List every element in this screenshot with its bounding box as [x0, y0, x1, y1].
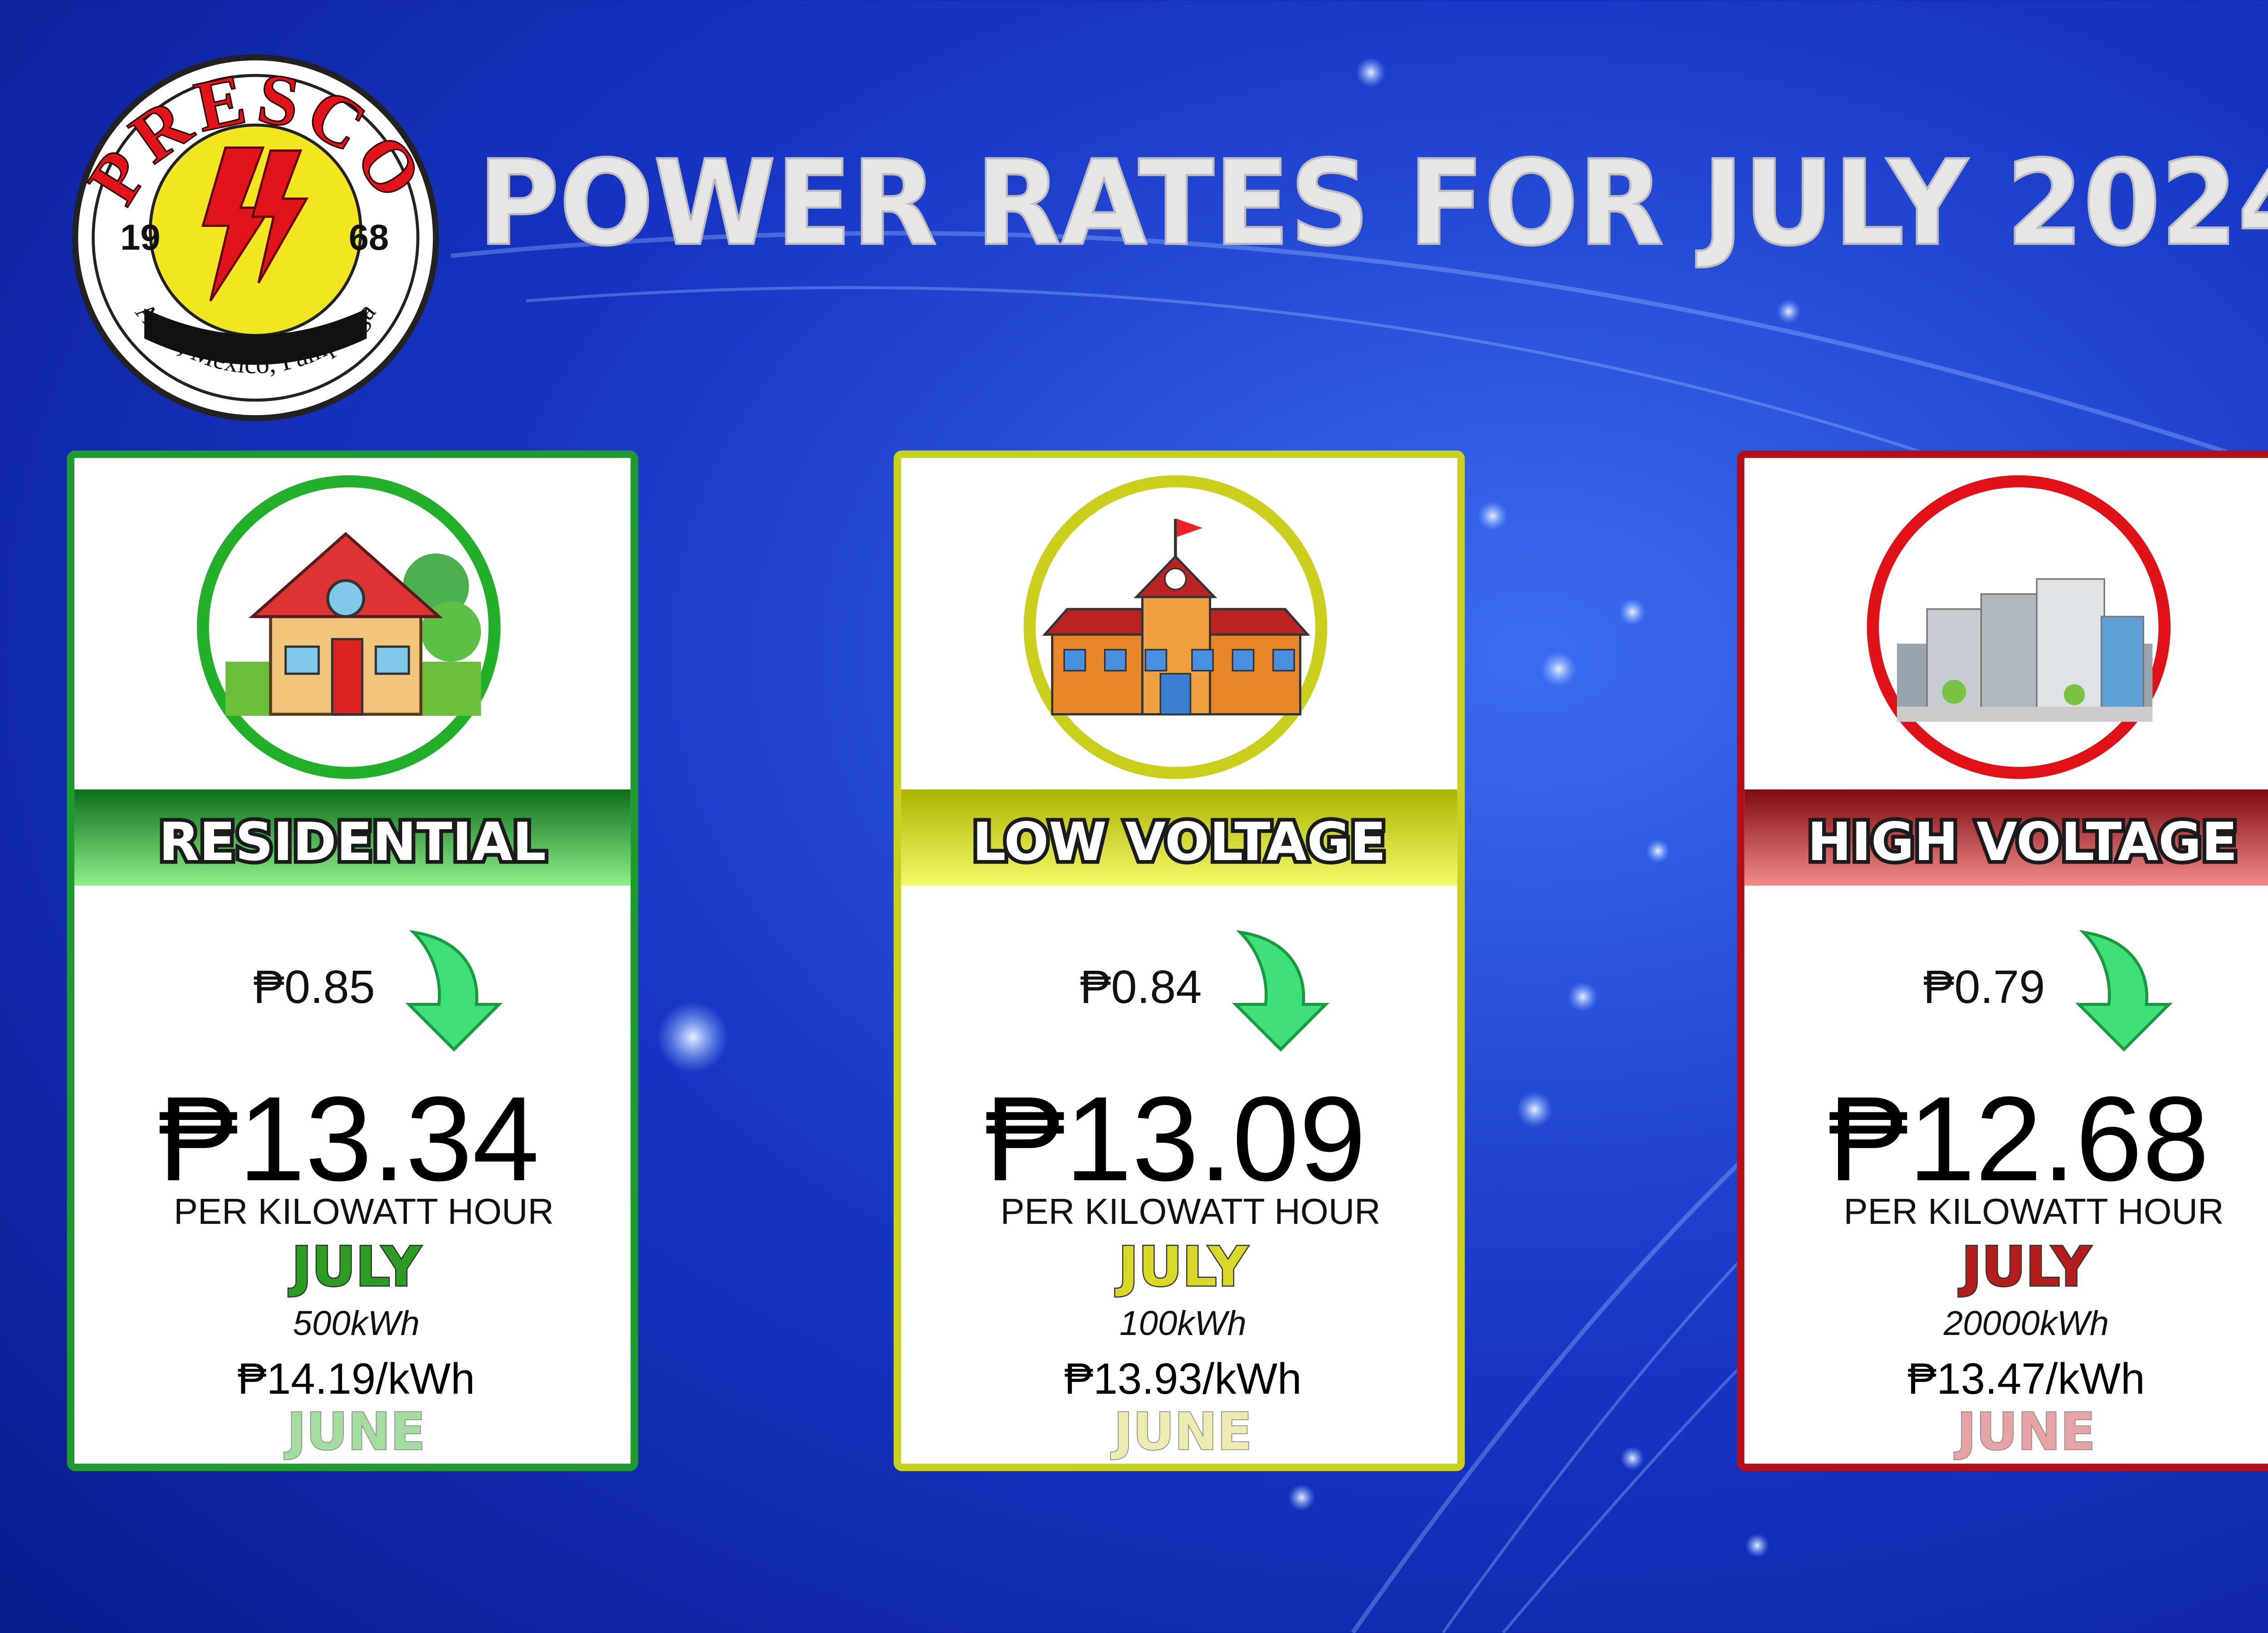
category-label: RESIDENTIAL — [159, 812, 546, 873]
decrease-amount: ₱0.84 — [1080, 961, 1202, 1013]
logo: PRESCO 19 68 Anao, Mexico, Pampanga — [72, 54, 439, 421]
logo-year-right: 68 — [349, 217, 389, 258]
down-arrow — [2075, 930, 2173, 1052]
category-band — [901, 789, 1457, 886]
logo-year-left: 19 — [120, 217, 160, 258]
down-arrow — [1232, 930, 1330, 1052]
icon-part — [1063, 649, 1086, 672]
current-month: JULY — [288, 1236, 422, 1299]
icon-part — [2063, 684, 2085, 705]
card-frame — [67, 450, 638, 1472]
rate: ₱12.68 — [1828, 1072, 2209, 1206]
icon-part — [331, 638, 364, 716]
category-icon — [1042, 518, 1310, 716]
rate-unit: PER KILOWATT HOUR — [174, 1191, 554, 1232]
icon-part — [1104, 649, 1127, 672]
previous-rate: ₱13.93/kWh — [1064, 1354, 1301, 1403]
rate: ₱13.34 — [158, 1072, 539, 1206]
icon-part — [1159, 673, 1192, 715]
icon-part — [1144, 649, 1168, 672]
previous-month: JUNE — [284, 1402, 425, 1462]
consumption: 100kWh — [1119, 1304, 1246, 1343]
icon-part — [1897, 707, 2153, 722]
rate: ₱13.09 — [985, 1072, 1366, 1206]
icon-part — [1164, 567, 1187, 591]
rate-unit: PER KILOWATT HOUR — [1844, 1191, 2224, 1232]
decrease-amount: ₱0.79 — [1923, 961, 2045, 1013]
consumption: 500kWh — [293, 1304, 420, 1343]
category-label: HIGH VOLTAGE — [1808, 812, 2238, 873]
icon-part — [284, 645, 320, 675]
title: POWER RATES FOR JULY 2024 — [478, 135, 2268, 271]
current-month: JULY — [1958, 1236, 2092, 1299]
down-arrow — [405, 930, 503, 1052]
icon-part — [1272, 649, 1295, 672]
current-month: JULY — [1115, 1236, 1248, 1299]
glow-dots — [657, 57, 1801, 1558]
previous-rate: ₱14.19/kWh — [238, 1354, 475, 1403]
consumption: 20000kWh — [1943, 1304, 2109, 1343]
category-icon — [1897, 578, 2153, 722]
rate-unit: PER KILOWATT HOUR — [1001, 1191, 1381, 1232]
icon-part — [374, 645, 410, 675]
icon-part — [1177, 518, 1203, 537]
previous-month: JUNE — [1954, 1402, 2096, 1462]
icon-part — [1191, 649, 1214, 672]
category-band — [74, 789, 631, 886]
icon-part — [2101, 616, 2145, 715]
card-frame — [894, 450, 1465, 1472]
icon-part — [326, 579, 366, 618]
category-icon — [225, 532, 481, 716]
previous-month: JUNE — [1111, 1402, 1252, 1462]
icon-part — [1232, 649, 1255, 672]
icon-part — [1942, 680, 1966, 704]
previous-rate: ₱13.47/kWh — [1907, 1354, 2145, 1403]
category-label: LOW VOLTAGE — [973, 812, 1386, 873]
decrease-amount: ₱0.85 — [253, 961, 375, 1013]
category-band — [1744, 789, 2268, 886]
